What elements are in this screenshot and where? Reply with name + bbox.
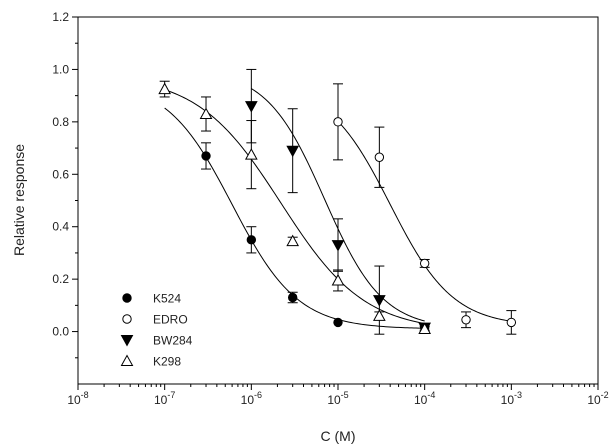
- k298-point: [244, 148, 258, 160]
- k524-point: [287, 292, 298, 303]
- y-tick-label: 0.4: [52, 220, 69, 234]
- edro-point: [419, 258, 430, 269]
- x-tick-label: 10-2: [587, 390, 608, 407]
- k524-point: [246, 235, 257, 245]
- k298-point: [373, 309, 386, 321]
- legend-label-k298: K298: [153, 355, 181, 369]
- bw284-point: [373, 295, 386, 307]
- legend: K524 EDRO BW284 K298: [120, 292, 193, 369]
- y-tick-label: 0.2: [52, 272, 69, 286]
- edro-fit-curve: [337, 121, 512, 322]
- legend-marker-k524: [122, 293, 132, 303]
- k298-point: [199, 107, 213, 119]
- error-bars: [159, 68, 517, 335]
- y-axis-title: Relative response: [11, 144, 27, 256]
- x-tick-label: 10-6: [241, 390, 262, 407]
- x-tick-label: 10-4: [414, 390, 435, 407]
- k298-point: [158, 82, 172, 95]
- bw284-point: [244, 101, 258, 113]
- legend-label-edro: EDRO: [153, 313, 188, 327]
- legend-label-k524: K524: [153, 292, 181, 306]
- k524-point: [333, 317, 343, 328]
- y-tick-label: 0.0: [52, 325, 69, 339]
- axes-layer: 10-8 10-7 10-6 10-5 10-4 10-3 10-2 0.0 0.2 0.4 0.6…: [52, 10, 608, 407]
- k524-point: [201, 151, 211, 161]
- legend-marker-bw284: [120, 335, 134, 347]
- x-axis-title: C (M): [321, 428, 356, 444]
- x-tick-label: 10-8: [67, 390, 88, 407]
- x-tick-label: 10-3: [501, 390, 522, 407]
- k298-point: [286, 234, 300, 247]
- k298-point: [418, 322, 432, 334]
- plot-frame: [77, 16, 599, 385]
- y-tick-label: 1.2: [52, 10, 69, 24]
- legend-marker-edro: [122, 314, 132, 324]
- legend-label-bw284: BW284: [153, 334, 193, 348]
- k298-fit-curve: [164, 89, 425, 325]
- legend-marker-k298: [120, 354, 134, 366]
- x-tick-label: 10-5: [327, 390, 348, 407]
- edro-point: [461, 315, 471, 325]
- k298-point: [331, 273, 345, 286]
- data-points: [158, 82, 517, 335]
- bw284-point: [331, 240, 345, 252]
- edro-point: [333, 117, 343, 127]
- x-tick-label: 10-7: [154, 390, 175, 407]
- edro-point: [374, 152, 385, 162]
- edro-point: [506, 317, 517, 328]
- bw284-point: [286, 145, 300, 158]
- y-tick-label: 0.8: [52, 115, 69, 129]
- y-tick-label: 0.6: [52, 167, 69, 181]
- y-tick-label: 1.0: [52, 62, 69, 76]
